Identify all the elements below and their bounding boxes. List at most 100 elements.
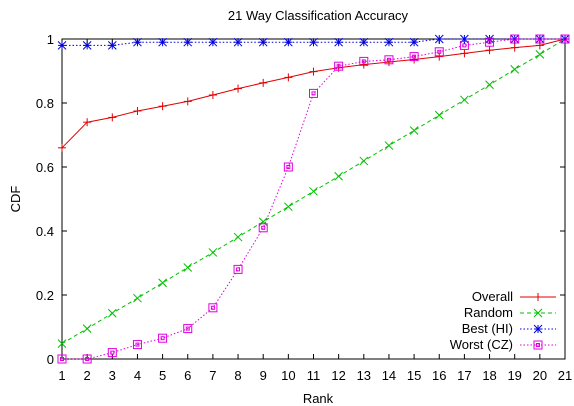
y-axis-label: CDF	[8, 186, 23, 213]
data-point-worst-cz	[409, 52, 419, 62]
data-point-worst-cz	[107, 348, 117, 358]
legend-label: Best (HI)	[462, 321, 513, 336]
data-point-overall	[208, 91, 217, 99]
data-point-overall	[83, 118, 92, 127]
data-point-worst-cz	[535, 34, 545, 44]
x-tick-label: 2	[84, 368, 91, 383]
data-point-overall	[259, 78, 268, 87]
y-tick-label: 1	[47, 32, 54, 47]
series-layer	[57, 34, 570, 364]
legend-swatch-marker	[533, 324, 543, 334]
data-point-overall	[284, 73, 293, 82]
data-point-random	[158, 278, 167, 288]
data-point-random	[359, 156, 369, 166]
data-point-worst-cz	[560, 34, 570, 44]
data-point-worst-cz	[485, 37, 495, 47]
x-tick-label: 19	[507, 368, 521, 383]
x-tick-label: 4	[134, 368, 141, 383]
data-point-best-hi	[158, 37, 167, 47]
data-point-random	[535, 50, 545, 59]
data-point-best-hi	[434, 34, 444, 44]
data-point-worst-cz	[359, 56, 369, 66]
data-point-worst-cz	[132, 340, 142, 350]
chart-title: 21 Way Classification Accuracy	[228, 8, 409, 23]
data-point-random	[409, 126, 419, 135]
data-point-best-hi	[183, 37, 193, 47]
x-tick-label: 21	[558, 368, 572, 383]
legend-entry-worst-cz: Worst (CZ)	[450, 337, 556, 352]
y-axis: 0 0.2 0.4 0.6 0.8 1	[36, 32, 565, 367]
data-point-best-hi	[560, 34, 570, 44]
data-point-overall	[510, 43, 519, 52]
series-overall	[58, 35, 569, 152]
x-tick-label: 8	[234, 368, 241, 383]
data-point-overall	[435, 52, 444, 61]
data-point-best-hi	[359, 37, 369, 47]
data-point-random	[309, 186, 318, 196]
data-point-random	[510, 65, 520, 74]
data-point-random	[384, 141, 394, 150]
x-tick-label: 10	[281, 368, 295, 383]
data-point-best-hi	[485, 34, 494, 44]
series-line-overall	[61, 38, 566, 149]
x-tick-label: 6	[184, 368, 191, 383]
x-axis-label: Rank	[303, 391, 334, 406]
data-point-best-hi	[133, 37, 142, 47]
y-tick-label: 0	[47, 352, 54, 367]
data-point-best-hi	[258, 37, 268, 47]
data-point-best-hi	[233, 37, 243, 47]
data-point-random	[208, 248, 218, 257]
legend-label: Random	[464, 305, 513, 320]
data-point-best-hi	[107, 41, 117, 50]
data-point-best-hi	[309, 37, 318, 47]
data-point-worst-cz	[158, 333, 168, 343]
x-tick-label: 3	[109, 368, 116, 383]
data-point-random	[258, 217, 268, 227]
legend-label: Overall	[472, 289, 513, 304]
data-point-worst-cz	[510, 34, 520, 44]
data-point-worst-cz	[334, 61, 344, 71]
data-point-best-hi	[208, 37, 218, 47]
data-point-overall	[485, 46, 494, 55]
data-point-random	[107, 308, 117, 318]
data-point-overall	[309, 67, 318, 76]
series-random	[57, 34, 570, 348]
data-point-worst-cz	[258, 223, 268, 233]
legend-entry-best-hi: Best (HI)	[462, 321, 556, 336]
data-point-worst-cz	[183, 324, 193, 334]
data-point-random	[133, 293, 142, 303]
data-point-worst-cz	[459, 40, 469, 50]
data-point-overall	[133, 107, 142, 115]
data-point-random	[434, 110, 444, 120]
x-tick-label: 15	[407, 368, 421, 383]
data-point-overall	[359, 60, 368, 69]
data-point-random	[334, 171, 344, 181]
x-tick-label: 18	[482, 368, 496, 383]
x-tick-label: 1	[58, 368, 65, 383]
data-point-worst-cz	[82, 354, 92, 364]
data-point-random	[57, 339, 67, 348]
data-point-worst-cz	[57, 354, 67, 364]
data-point-best-hi	[57, 41, 67, 50]
data-point-best-hi	[82, 41, 92, 50]
x-tick-label: 20	[533, 368, 547, 383]
data-point-random	[460, 95, 469, 105]
data-point-overall	[460, 49, 469, 58]
y-tick-label: 0.2	[36, 288, 54, 303]
legend-swatch-marker	[534, 293, 542, 301]
data-point-overall	[384, 58, 393, 67]
data-point-best-hi	[334, 37, 344, 47]
legend-swatch-marker	[533, 308, 543, 318]
data-point-overall	[234, 84, 243, 93]
data-point-best-hi	[384, 37, 394, 47]
data-point-overall	[158, 102, 167, 111]
data-point-overall	[183, 97, 192, 106]
legend-entry-random: Random	[464, 305, 556, 320]
legend-entry-overall: Overall	[472, 289, 556, 304]
data-point-worst-cz	[208, 303, 218, 313]
series-worst-cz	[57, 34, 570, 364]
data-point-random	[183, 263, 193, 272]
data-point-overall	[58, 143, 66, 152]
